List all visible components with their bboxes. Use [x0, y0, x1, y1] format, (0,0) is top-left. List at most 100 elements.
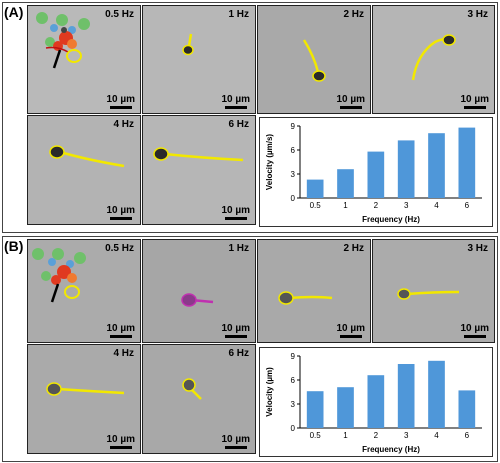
y-tick-label: 6 [291, 146, 296, 155]
panel-a-tile-1hz: 1 Hz 10 µm [142, 5, 256, 114]
trajectory-path [57, 387, 125, 395]
micrograph-background [28, 6, 140, 113]
panel-a-tile-4hz: 4 Hz 10 µm [27, 115, 141, 225]
bar-0.5 [306, 179, 324, 198]
bar-3 [397, 140, 415, 198]
x-tick-label: 6 [465, 201, 470, 210]
x-tick-label: 6 [465, 431, 470, 440]
scale-bar: 10 µm [221, 323, 250, 338]
micrograph-background [258, 6, 370, 113]
trajectory-path [289, 295, 333, 300]
scale-bar: 10 µm [460, 323, 489, 338]
bar-2 [367, 151, 385, 198]
scale-label: 10 µm [221, 434, 250, 445]
bar-1 [337, 387, 354, 428]
micrograph-background [373, 240, 494, 342]
panel-a-tile-0-5hz: 0.5 Hz 10 µm [27, 5, 141, 114]
scale-label: 10 µm [336, 323, 365, 334]
micrograph-background [143, 240, 255, 342]
frequency-label: 0.5 Hz [105, 243, 134, 254]
x-tick-label: 3 [404, 201, 409, 210]
panel-b-velocity-chart: 0 3 6 9 0.5 1 2 3 4 6 Frequency (Hz) Velocity (µm) [259, 347, 493, 457]
scale-label: 10 µm [106, 94, 135, 105]
y-tick-label: 9 [291, 122, 296, 131]
trajectory-path [302, 39, 320, 73]
bar-1 [337, 169, 354, 198]
molecule-illustration [36, 12, 90, 69]
scale-label: 10 µm [221, 205, 250, 216]
scale-label: 10 µm [106, 434, 135, 445]
scale-bar: 10 µm [221, 434, 250, 449]
micrograph-background [373, 6, 494, 113]
chart-a-svg: 0 3 6 9 0.5 1 2 3 4 6 Frequency (Hz) Velocity (µm/s… [265, 122, 482, 224]
panel-b-tile-2hz: 2 Hz 10 µm [257, 239, 371, 343]
x-axis-label: Frequency (Hz) [362, 215, 420, 224]
scale-bar: 10 µm [221, 94, 250, 109]
scale-label: 10 µm [106, 205, 135, 216]
micrograph-background [258, 240, 370, 342]
x-tick-label: 2 [374, 201, 379, 210]
x-tick-label: 4 [434, 431, 439, 440]
scale-bar: 10 µm [221, 205, 250, 220]
scale-label: 10 µm [221, 323, 250, 334]
frequency-label: 1 Hz [228, 9, 249, 20]
panel-b-tile-6hz: 6 Hz 10 µm [142, 344, 256, 454]
micrograph-background [28, 345, 140, 453]
x-tick-label: 0.5 [310, 431, 322, 440]
frequency-label: 4 Hz [113, 119, 134, 130]
panel-a-velocity-chart: 0 3 6 9 0.5 1 2 3 4 6 Frequency (Hz) Velocity (µm/s… [259, 117, 493, 227]
bar-3 [397, 364, 415, 428]
panel-a-tile-2hz: 2 Hz 10 µm [257, 5, 371, 114]
x-tick-label: 4 [434, 201, 439, 210]
scale-label: 10 µm [221, 94, 250, 105]
frequency-label: 6 Hz [228, 119, 249, 130]
x-tick-label: 1 [343, 431, 348, 440]
scale-bar: 10 µm [336, 94, 365, 109]
panel-a-tile-6hz: 6 Hz 10 µm [142, 115, 256, 225]
panel-b-tile-4hz: 4 Hz 10 µm [27, 344, 141, 454]
y-tick-label: 3 [291, 170, 296, 179]
scale-label: 10 µm [460, 94, 489, 105]
scale-label: 10 µm [460, 323, 489, 334]
bar-4 [428, 133, 445, 198]
trajectory-path [406, 290, 460, 296]
frequency-label: 2 Hz [343, 243, 364, 254]
frequency-label: 3 Hz [467, 9, 488, 20]
micrograph-background [28, 240, 140, 342]
panel-b-tile-0-5hz: 0.5 Hz 10 µm [27, 239, 141, 343]
frequency-label: 0.5 Hz [105, 9, 134, 20]
molecule-illustration [32, 248, 86, 303]
micrograph-background [143, 116, 255, 224]
y-tick-label: 0 [291, 194, 296, 203]
chart-b-svg: 0 3 6 9 0.5 1 2 3 4 6 Frequency (Hz) Velocity (µm) [265, 352, 482, 454]
micrograph-background [28, 116, 140, 224]
scale-bar: 10 µm [106, 434, 135, 449]
y-tick-label: 0 [291, 424, 296, 433]
bar-0.5 [306, 391, 324, 428]
trajectory-path [187, 33, 193, 47]
frequency-label: 3 Hz [467, 243, 488, 254]
panel-b-tile-1hz: 1 Hz 10 µm [142, 239, 256, 343]
bar-2 [367, 375, 385, 428]
scale-bar: 10 µm [460, 94, 489, 109]
y-axis-label: Velocity (µm/s) [265, 134, 274, 191]
scale-bar: 10 µm [106, 323, 135, 338]
bar-6 [458, 390, 476, 428]
trajectory-path [164, 152, 244, 162]
micrograph-background [143, 6, 255, 113]
y-axis-label: Velocity (µm) [265, 367, 274, 417]
x-tick-label: 3 [404, 431, 409, 440]
x-tick-label: 0.5 [310, 201, 322, 210]
panel-a-tile-3hz: 3 Hz 10 µm [372, 5, 495, 114]
frequency-label: 2 Hz [343, 9, 364, 20]
scale-label: 10 µm [336, 94, 365, 105]
panel-a-letter: (A) [4, 4, 24, 20]
panel-b-letter: (B) [4, 238, 24, 254]
x-axis-label: Frequency (Hz) [362, 445, 420, 454]
scale-bar: 10 µm [106, 94, 135, 109]
scale-bar: 10 µm [106, 205, 135, 220]
y-tick-label: 6 [291, 376, 296, 385]
scale-label: 10 µm [106, 323, 135, 334]
frequency-label: 6 Hz [228, 348, 249, 359]
frequency-label: 4 Hz [113, 348, 134, 359]
